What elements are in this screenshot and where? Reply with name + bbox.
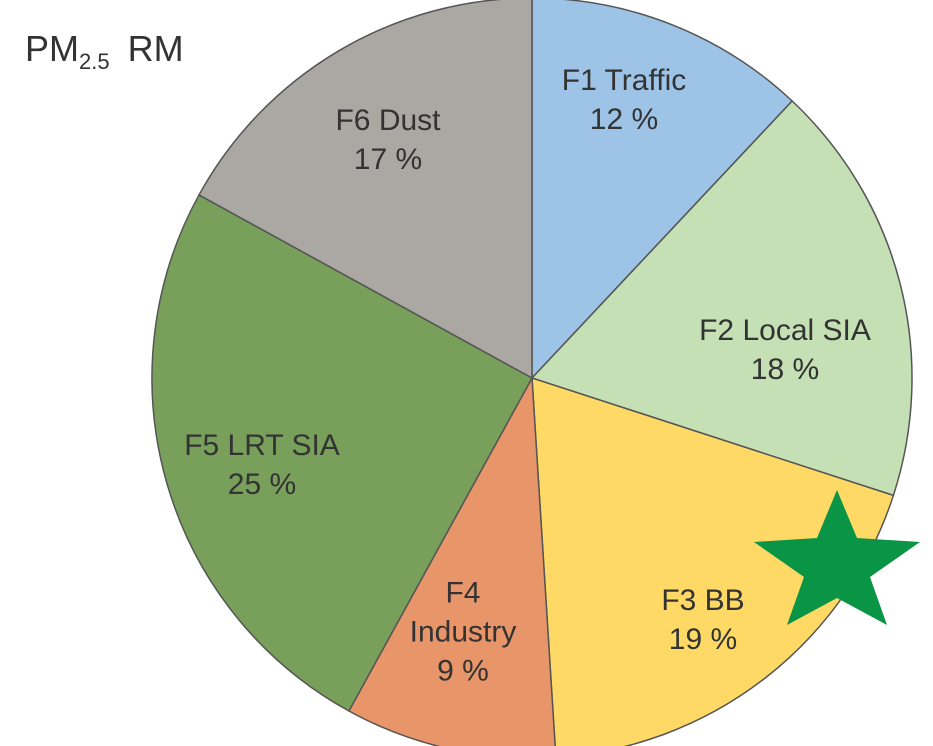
slice-label: F6 Dust 17 % <box>298 101 478 179</box>
star-marker <box>754 490 920 625</box>
value-label: 17 % <box>353 143 423 176</box>
title-main: PM <box>25 28 79 69</box>
slice-label: F5 LRT SIA 25 % <box>152 426 372 504</box>
pie-slice <box>197 0 533 380</box>
slice-label: F1 Traffic 12 % <box>514 61 734 139</box>
chart-title: PM2.5 RM <box>25 28 184 75</box>
value-label: 12 % <box>589 103 659 136</box>
category-label: F3 BB <box>661 584 745 617</box>
pie-slice <box>151 193 534 713</box>
value-label: 25 % <box>227 468 297 501</box>
value-label: 9 % <box>437 654 489 688</box>
category-label: F6 Dust <box>335 104 441 137</box>
pie-slice <box>531 0 794 380</box>
title-rest: RM <box>127 28 184 69</box>
pie-slice <box>530 99 913 497</box>
category-label: F1 Traffic <box>561 64 687 97</box>
category-label: F5 LRT SIA <box>184 429 340 462</box>
value-label: 19 % <box>668 623 738 656</box>
title-subscript: 2.5 <box>79 49 110 74</box>
slice-label: F3 BB 19 % <box>623 581 783 659</box>
slice-label: F4 Industry 9 % <box>398 574 528 691</box>
category-label: F4 Industry <box>409 576 517 649</box>
pie-slice <box>347 375 556 746</box>
value-label: 18 % <box>750 353 820 386</box>
category-label: F2 Local SIA <box>699 314 871 347</box>
slice-label: F2 Local SIA 18 % <box>665 311 905 389</box>
